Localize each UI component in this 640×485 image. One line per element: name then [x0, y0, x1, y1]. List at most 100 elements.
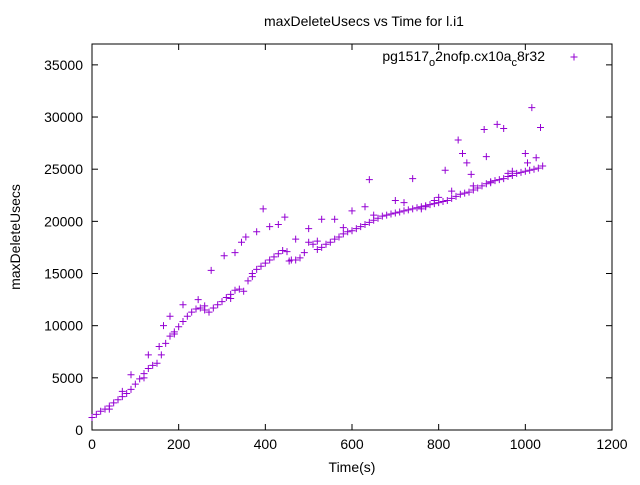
data-point: [97, 407, 105, 415]
y-tick-label: 20000: [44, 213, 83, 229]
data-point: [348, 227, 356, 235]
plot-frame: [91, 43, 613, 431]
data-point: [242, 233, 250, 241]
data-point: [463, 159, 471, 167]
data-point: [467, 170, 475, 178]
data-point: [166, 332, 174, 340]
data-point: [149, 361, 157, 369]
data-point: [205, 308, 213, 316]
data-point: [292, 256, 300, 264]
data-point: [439, 198, 447, 206]
data-point: [192, 305, 200, 313]
legend-label: pg1517o2nofp.cx10ac8r32: [382, 48, 545, 69]
data-point: [285, 257, 293, 265]
data-point: [365, 218, 373, 226]
data-point: [283, 248, 291, 256]
data-point: [528, 104, 536, 112]
data-point: [383, 211, 391, 219]
data-point: [155, 343, 163, 351]
x-axis-label: Time(s): [329, 459, 376, 475]
data-point: [339, 224, 347, 232]
data-point: [118, 387, 126, 395]
data-point: [114, 396, 122, 404]
data-point: [274, 250, 282, 258]
data-point: [127, 385, 135, 393]
data-point: [391, 209, 399, 217]
data-point: [153, 359, 161, 367]
legend-label-end: 8r32: [517, 48, 545, 64]
data-point: [435, 193, 443, 201]
data-point: [209, 304, 217, 312]
data-point: [218, 298, 226, 306]
data-point: [305, 225, 313, 233]
data-point: [409, 205, 417, 213]
data-point: [235, 285, 243, 293]
data-point: [448, 187, 456, 195]
y-axis-label: maxDeleteUsecs: [7, 184, 23, 290]
data-point: [281, 213, 289, 221]
data-point: [296, 254, 304, 262]
data-point: [461, 189, 469, 197]
data-point: [482, 180, 490, 188]
data-point: [459, 150, 466, 158]
data-point: [248, 273, 256, 281]
data-point: [110, 399, 118, 407]
legend-marker: [570, 53, 578, 61]
data-point: [452, 192, 460, 200]
x-tick-label: 0: [88, 436, 96, 452]
data-point: [443, 196, 451, 204]
data-point: [482, 153, 490, 161]
data-point: [344, 228, 352, 236]
data-point: [238, 238, 245, 246]
data-point: [231, 249, 239, 257]
data-point: [196, 304, 204, 312]
data-point: [266, 223, 274, 231]
y-tick-label: 5000: [52, 370, 83, 386]
y-tick-label: 30000: [44, 109, 83, 125]
y-tick-label: 0: [75, 422, 83, 438]
data-point: [422, 203, 430, 211]
data-point: [194, 296, 202, 304]
data-point: [500, 175, 508, 183]
data-point: [144, 364, 152, 372]
data-point: [175, 323, 183, 331]
data-point: [131, 380, 139, 388]
data-point: [480, 126, 488, 134]
data-point: [441, 166, 449, 174]
data-points: [88, 104, 547, 421]
x-tick-label: 1200: [596, 436, 627, 452]
data-point: [231, 286, 239, 294]
data-point: [537, 123, 544, 131]
data-point: [179, 318, 187, 326]
data-point: [532, 154, 540, 162]
data-point: [136, 375, 144, 383]
data-point: [162, 339, 170, 347]
data-point: [409, 175, 417, 183]
data-point: [253, 265, 261, 273]
x-tick-label: 200: [167, 436, 191, 452]
legend-label-mid: 2nofp.cx10a: [435, 48, 511, 64]
data-point: [465, 188, 473, 196]
data-point: [207, 266, 215, 274]
data-point: [491, 177, 499, 185]
data-point: [309, 240, 317, 248]
data-point: [270, 253, 278, 261]
data-point: [454, 136, 462, 144]
data-point: [123, 389, 131, 397]
data-point: [478, 182, 486, 190]
data-point: [508, 167, 516, 175]
data-point: [504, 169, 512, 177]
data-point: [413, 204, 421, 212]
data-point: [160, 322, 167, 330]
legend-label-sub2: c: [511, 57, 517, 69]
data-point: [352, 225, 360, 233]
data-point: [300, 249, 308, 257]
data-point: [259, 205, 267, 213]
data-point: [539, 162, 547, 170]
data-point: [322, 240, 330, 248]
data-point: [253, 228, 261, 236]
data-point: [370, 211, 378, 219]
data-point: [222, 294, 230, 302]
